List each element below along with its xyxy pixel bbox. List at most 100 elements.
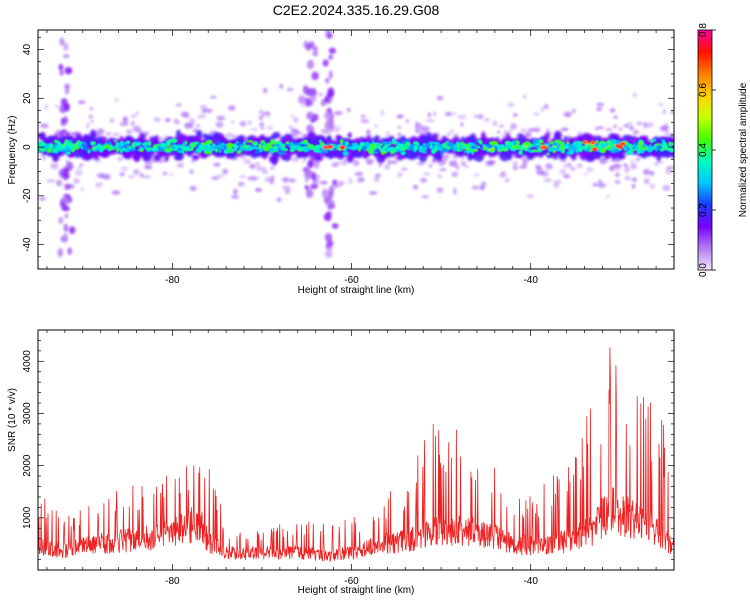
spectrogram-speck [263,111,271,115]
spectrogram-streak-blob [327,87,335,98]
spectrogram-core-blob [377,144,382,150]
spectrogram-band-blob [478,152,485,158]
spectrogram-speck [290,113,294,119]
spectrogram-core-blob [358,148,361,152]
spectrogram-band-blob [563,136,569,142]
spectrogram-core-blob [53,139,59,144]
spectrogram-core-blob [84,147,90,152]
spectrogram-speck [414,123,423,129]
spectrogram-core-blob [606,140,611,144]
spectrogram-speck [216,115,226,121]
spectrogram-speck [416,161,426,166]
spectrogram-band-blob [658,136,669,141]
spectrogram-streak-blob [324,233,333,242]
spectrogram-speck [442,154,450,160]
spectrogram-core-blob [459,144,463,149]
spectrogram-speck [452,160,458,167]
spectrogram-core-blob [189,142,197,148]
spectrogram-speck [261,170,269,175]
spectrogram-core-blob [614,149,620,153]
spectrogram-core-blob [302,139,309,143]
spectrogram-speck [632,129,640,135]
spectrogram-streak-blob [308,159,314,169]
spectrogram-speck [74,169,83,176]
spectrogram-speck [597,183,607,188]
spectrogram-core-blob [656,144,663,150]
spectrogram-core-blob [518,150,523,155]
figure-title: C2E2.2024.335.16.29.G08 [273,2,440,18]
spectrogram-speck [262,87,268,94]
spectrogram-band-blob [89,129,97,139]
spectrogram-speck [629,125,634,131]
spectrogram-speck [512,164,519,171]
spectrogram-core-blob [40,146,46,149]
spectrogram-core-blob [668,149,674,152]
spectrogram-y-tick-label: 0 [22,144,33,150]
spectrogram-speck [560,127,569,132]
spectrogram-streak-blob [61,205,70,212]
spectrogram-y-tick-label: 20 [22,92,33,104]
spectrogram-speck [264,177,272,183]
spectrogram-y-label: Frequency (Hz) [7,116,18,185]
spectrogram-speck [175,102,182,107]
spectrogram-speck [239,175,246,178]
spectrogram-core-blob [90,141,96,146]
spectrogram-core-blob [346,146,352,149]
spectrogram-speck [89,107,94,111]
spectrogram-speck [120,166,129,172]
spectrogram-core-blob [549,141,555,145]
spectrogram-speck [341,181,346,185]
spectrogram-streak-blob [310,118,315,123]
spectrogram-speck [432,111,437,117]
spectrogram-speck [143,165,153,170]
spectrogram-streak-blob [328,70,333,80]
spectrogram-streak-blob [62,233,69,243]
spectrogram-speck [484,117,490,123]
spectrogram-speck [114,98,119,102]
spectrogram-speck [368,191,378,195]
spectrogram-speck [189,185,197,192]
spectrogram-speck [599,158,608,165]
spectrogram-speck [102,173,111,180]
spectrogram-core-blob [418,150,423,153]
spectrogram-core-blob [227,149,235,154]
colorbar-label: Normalized spectral amplitude [738,82,749,217]
spectrogram-core-blob [113,139,118,142]
spectrogram-core-blob [576,143,583,150]
spectrogram-core-blob [661,142,667,147]
spectrogram-streak-blob [306,59,315,70]
spectrogram-core-blob [650,140,654,143]
spectrogram-core-blob [177,147,183,152]
spectrogram-speck [512,113,518,117]
spectrogram-core-blob [170,138,178,144]
spectrogram-speck [627,122,633,125]
spectrogram-streak-blob [306,43,312,51]
spectrogram-core-blob [274,144,281,147]
spectrogram-core-blob [582,145,589,150]
spectrogram-speck [642,168,651,176]
spectrogram-speck [54,104,59,108]
spectrogram-band-blob [426,132,432,142]
spectrogram-streak-blob [58,216,64,225]
snr-x-ticks: -80 -60 -40 [46,330,675,587]
spectrogram-streak-blob [63,223,69,233]
spectrogram-core-blob [466,146,471,152]
spectrogram-speck [247,120,253,126]
spectrogram-speck [635,157,641,162]
spectrogram-band-blob [252,137,263,143]
spectrogram-speck [492,120,498,127]
spectrogram-core-blob [139,149,144,152]
spectrogram-streak-blob [311,71,319,81]
spectrogram-speck [543,104,549,110]
spectrogram-band-blob [94,155,100,161]
spectrogram-speck [658,103,664,107]
spectrogram-core-blob [239,144,244,151]
spectrogram-speck [357,176,364,183]
spectrogram-speck [225,132,234,138]
spectrogram-core-blob [506,144,512,148]
spectrogram-speck [613,115,618,120]
spectrogram-band-blob [179,133,185,144]
spectrogram-streak-blob [307,169,313,179]
spectrogram-band-blob [337,152,345,160]
spectrogram-streak-blob [321,188,329,199]
